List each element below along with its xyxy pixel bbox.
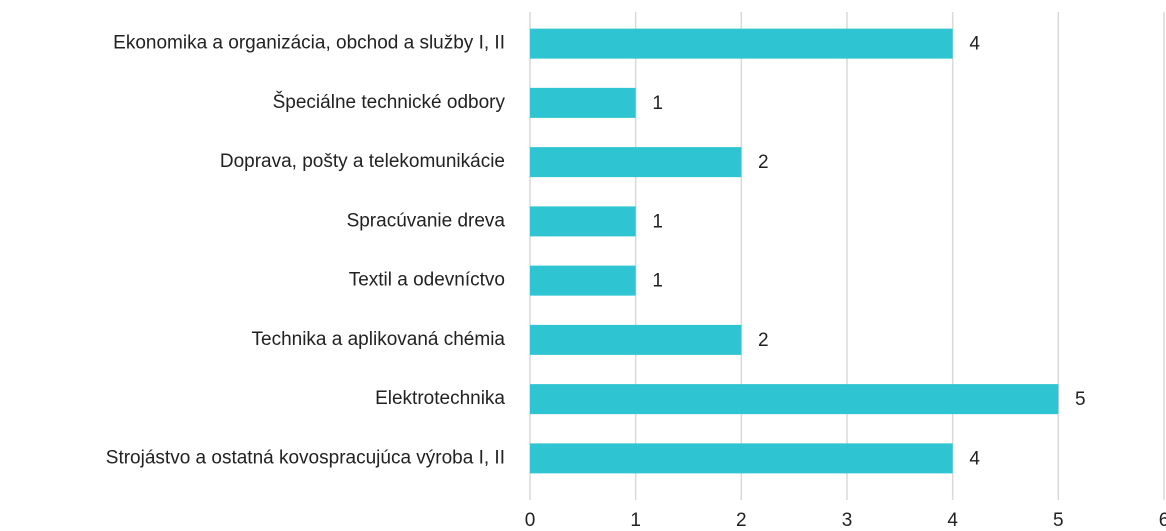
y-tick-label: Spracúvanie dreva [347,210,506,231]
bar [530,443,953,474]
x-tick-label: 2 [736,510,747,531]
x-tick-label: 5 [1053,510,1064,531]
y-tick-label: Doprava, pošty a telekomunikácie [220,151,505,172]
y-tick-label: Elektrotechnika [375,388,505,409]
value-label: 1 [652,271,663,292]
value-label: 1 [652,93,663,114]
x-tick-label: 3 [842,510,853,531]
y-tick-label: Technika a aplikovaná chémia [252,329,506,350]
bar [530,28,953,59]
bar [530,206,636,237]
x-tick-label: 0 [525,510,536,531]
bar [530,87,636,118]
value-label: 4 [969,448,980,469]
value-label: 1 [652,211,663,232]
y-tick-label: Textil a odevníctvo [349,270,505,291]
y-tick-label: Špeciálne technické odbory [273,91,506,113]
bar [530,265,636,296]
value-label: 2 [758,152,769,173]
x-tick-label: 6 [1159,510,1166,531]
value-label: 5 [1075,389,1086,410]
value-label: 2 [758,330,769,351]
x-tick-label: 1 [630,510,641,531]
y-tick-label: Ekonomika a organizácia, obchod a služby… [113,33,505,54]
y-tick-label: Strojástvo a ostatná kovospracujúca výro… [106,447,505,468]
bar [530,147,742,178]
value-label: 4 [969,34,980,55]
bar [530,324,742,355]
bar [530,384,1059,415]
x-tick-label: 4 [947,510,958,531]
